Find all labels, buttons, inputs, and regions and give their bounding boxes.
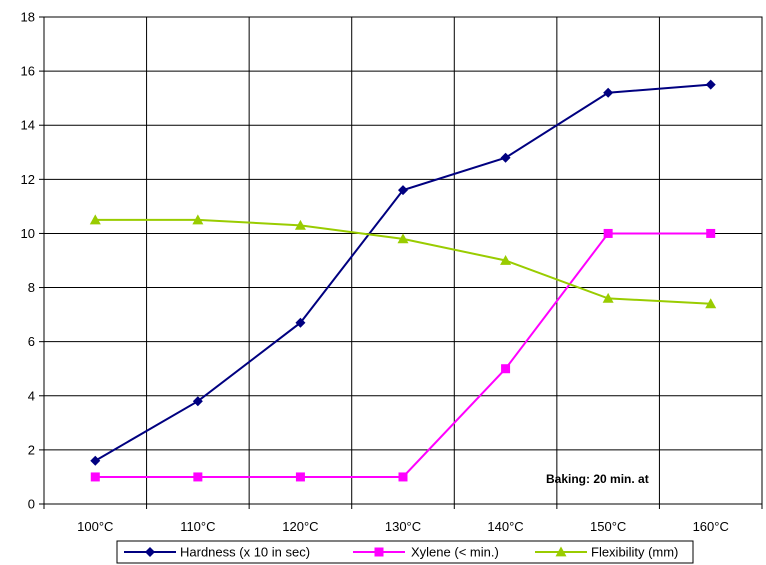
data-point [398,472,408,482]
data-point [705,298,717,309]
data-point [89,214,101,225]
data-point [192,214,204,225]
x-tick-label: 140°C [487,519,523,534]
baking-annotation: Baking: 20 min. at [546,472,649,486]
data-point [603,228,613,238]
legend-label: Flexibility (mm) [591,545,678,560]
x-tick-label: 110°C [180,519,215,534]
y-tick-label: 10 [21,226,35,241]
data-point [500,255,512,265]
data-point [295,317,306,328]
data-point [397,233,409,244]
series-layer [89,79,717,482]
x-tick-label: 150°C [590,519,626,534]
series-2 [90,228,716,482]
legend: Hardness (x 10 in sec) Xylene (< min.) Fle… [116,540,694,564]
legend-label: Xylene (< min.) [411,545,499,560]
y-tick-label: 4 [28,388,35,403]
legend-label: Hardness (x 10 in sec) [180,545,310,560]
y-axis: 0 2 4 6 8 10 12 14 16 18 [21,10,44,512]
data-point [90,472,100,482]
x-tick-label: 160°C [693,519,729,534]
y-tick-label: 0 [28,497,35,512]
y-tick-label: 16 [21,64,35,79]
legend-marker [555,546,567,557]
data-point [500,152,511,163]
x-axis: 100°C 110°C 120°C 130°C 140°C 150°C 160°C [43,504,763,534]
x-tick-label: 120°C [282,519,318,534]
y-tick-label: 14 [21,118,35,133]
data-point [193,472,203,482]
legend-marker [374,547,384,557]
data-point [602,292,614,303]
data-point [705,79,716,90]
x-tick-label: 100°C [77,519,113,534]
data-point [501,364,511,374]
data-point [90,455,101,466]
data-point [192,396,203,407]
y-tick-label: 12 [21,172,35,187]
y-tick-label: 6 [28,334,35,349]
data-point [706,228,716,238]
plot-area [44,17,762,504]
data-point [294,219,306,230]
series-1 [90,79,716,466]
y-tick-label: 18 [21,10,35,25]
y-tick-label: 2 [28,442,35,457]
data-point [295,472,305,482]
gridlines [44,17,762,504]
plot-border [43,16,763,505]
data-point [603,87,614,98]
series-3 [89,214,717,309]
y-tick-label: 8 [28,280,35,295]
data-point [398,185,408,196]
x-tick-label: 130°C [385,519,421,534]
legend-marker [145,547,155,557]
